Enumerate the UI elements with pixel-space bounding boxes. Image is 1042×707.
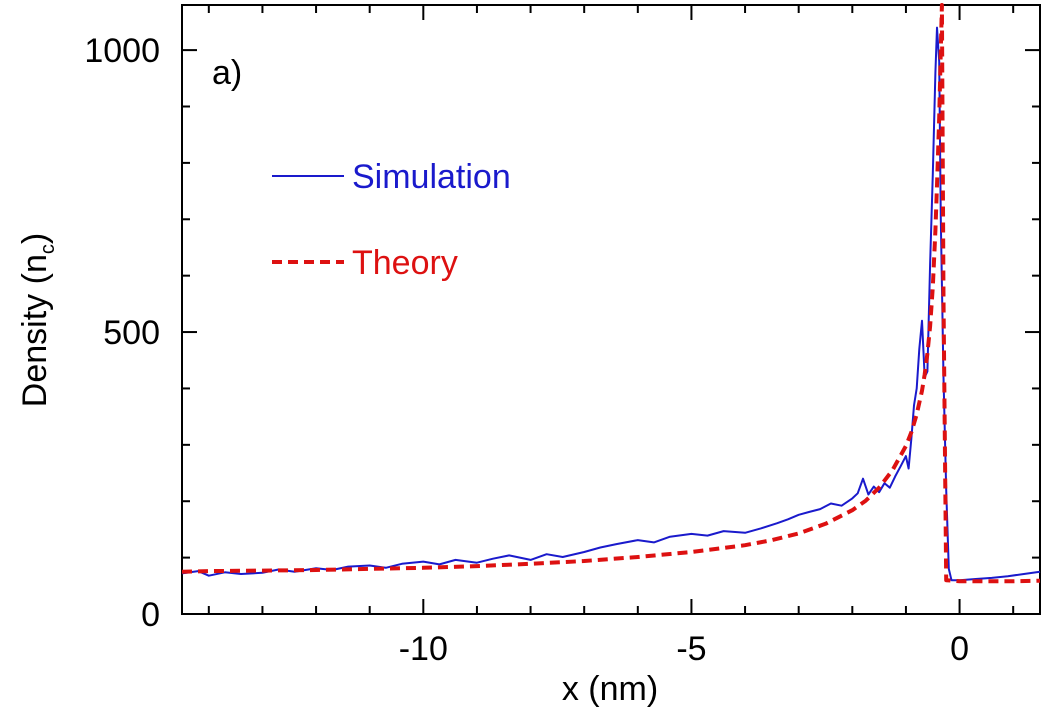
x-tick-label: -5: [676, 630, 706, 668]
y-tick-label: 0: [141, 596, 160, 634]
legend-theory-label: Theory: [352, 244, 458, 282]
y-tick-label: 500: [103, 314, 160, 352]
series-theory-line: [181, 3, 1041, 584]
ticks-layer: -10 -5 0 0 500 1000: [84, 5, 1040, 668]
axes-frame: [181, 4, 1041, 615]
x-axis-title: x (nm): [562, 670, 658, 707]
panel-label: a): [212, 54, 242, 92]
y-axis-title-main: Density (n: [16, 254, 54, 407]
y-axis-title-close: ): [16, 233, 54, 244]
series-layer: [181, 3, 1041, 584]
x-tick-label: 0: [950, 630, 969, 668]
y-axis-title-subscript: c: [37, 244, 59, 254]
x-tick-label: -10: [399, 630, 448, 668]
plot-border: [181, 4, 1041, 615]
series-simulation-line: [181, 26, 1041, 582]
legend: Simulation Theory: [272, 158, 511, 282]
y-axis-title: Density (nc): [16, 233, 59, 407]
y-tick-label: 1000: [84, 32, 160, 70]
legend-simulation-label: Simulation: [352, 158, 511, 196]
